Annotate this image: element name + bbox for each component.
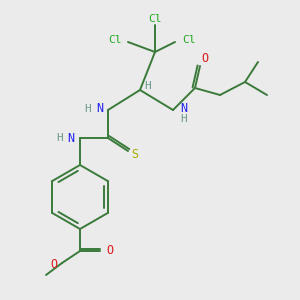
Text: H: H [145,81,152,91]
Text: O: O [50,259,58,272]
Text: Cl: Cl [148,14,162,24]
Text: O: O [201,52,208,64]
Text: N: N [96,103,103,116]
Text: O: O [106,244,114,256]
Text: H: H [180,114,187,124]
Text: Cl: Cl [109,35,122,45]
Text: N: N [67,131,74,145]
Text: H: H [85,104,92,114]
Text: H: H [56,133,63,143]
Text: S: S [131,148,139,160]
Text: Cl: Cl [182,35,196,45]
Text: N: N [180,103,187,116]
